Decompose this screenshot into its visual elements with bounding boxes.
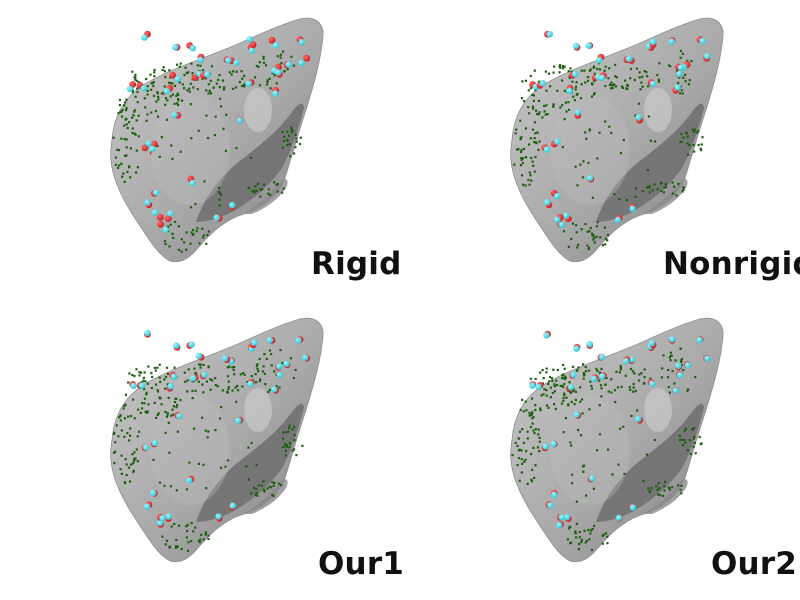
panel-rigid: Rigid [0,0,402,300]
panel-our2: Our2 [400,300,800,600]
panel-label: Nonrigid [663,246,800,282]
liver-render [110,317,324,563]
panel-label: Our2 [711,546,798,582]
panel-label: Our1 [318,546,405,582]
liver-render [510,17,724,263]
panel-nonrigid: Nonrigid [400,0,800,300]
panel-label: Rigid [311,246,402,282]
panel-our1: Our1 [0,300,404,600]
liver-render [110,17,324,263]
liver-render [510,317,724,563]
